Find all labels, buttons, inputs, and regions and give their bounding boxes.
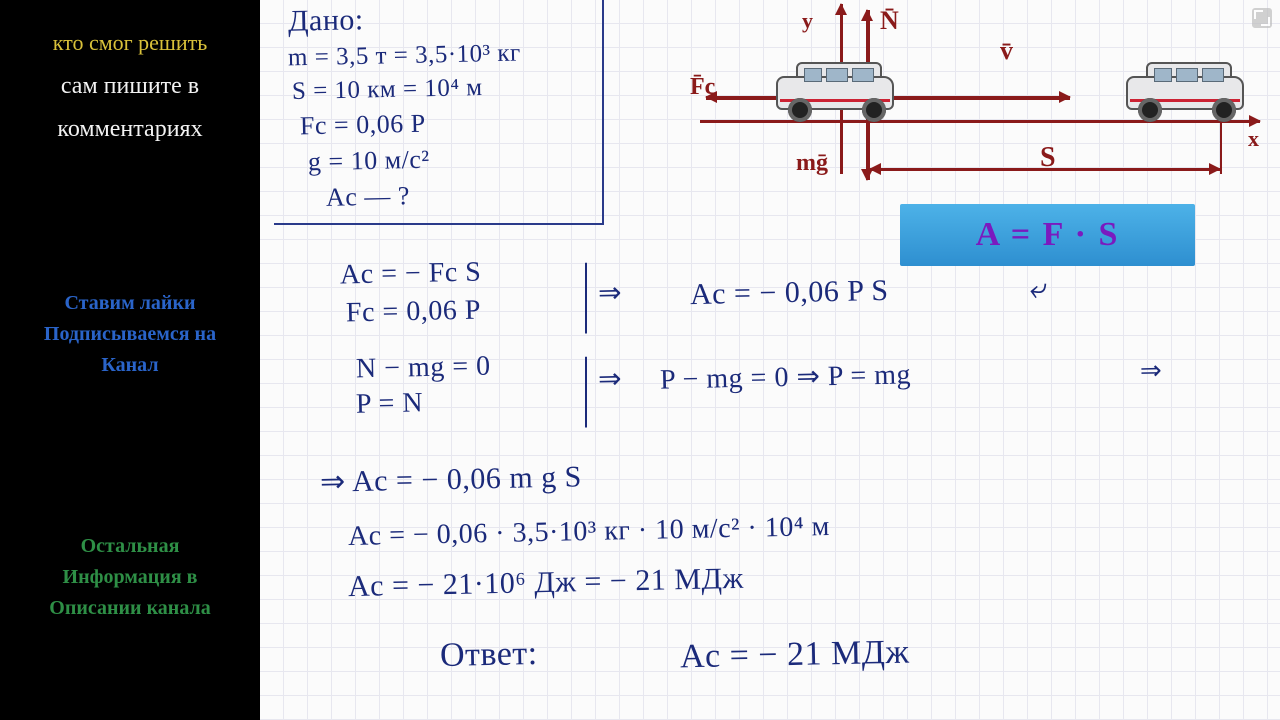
label-s: S: [1040, 142, 1056, 174]
sidebar-line: Подписываемся на: [12, 319, 248, 350]
sidebar-line: сам пишите в: [12, 68, 248, 105]
tail-arrow-icon: ⇒: [1140, 356, 1163, 386]
formula-box: A = F · S: [900, 204, 1195, 266]
label-mg: mḡ: [796, 150, 828, 177]
sidebar-line: Канал: [12, 350, 248, 381]
sidebar-line: кто смог решить: [12, 26, 248, 60]
implication-arrow-1: ⇒: [598, 276, 623, 310]
work-d3: Aс = − 21·10⁶ Дж = − 21 МДж: [348, 562, 744, 604]
paper-area: Дано: m = 3,5 т = 3,5·10³ кг S = 10 км =…: [260, 0, 1280, 720]
sidebar-block-solve: кто смог решить сам пишите в комментария…: [12, 26, 248, 148]
dimension-tick: [1220, 122, 1222, 174]
work-l3: N − mg = 0: [356, 351, 491, 386]
curve-arrow-icon: ⤶: [1028, 271, 1049, 307]
label-y: y: [802, 8, 813, 34]
formula-text: A = F · S: [976, 216, 1120, 254]
label-n: N̄: [880, 6, 899, 36]
work-l2: Fс = 0,06 P: [346, 295, 482, 330]
sidebar: кто смог решить сам пишите в комментария…: [0, 0, 260, 720]
label-x: x: [1248, 126, 1259, 152]
sidebar-line: комментариях: [12, 111, 248, 148]
label-v: v̄: [1000, 36, 1013, 66]
root: кто смог решить сам пишите в комментария…: [0, 0, 1280, 720]
work-r1: Aс = − 0,06 P S: [690, 274, 889, 312]
work-l1: Aс = − Fс S: [340, 257, 482, 292]
work-l4: P = N: [356, 387, 424, 420]
implication-arrow-2: ⇒: [598, 362, 623, 396]
implication-bar-1b: |: [582, 288, 591, 335]
given-line-m: m = 3,5 т = 3,5·10³ кг: [288, 40, 521, 73]
dimension-s-l: [870, 168, 890, 171]
work-r2: P − mg = 0 ⇒ P = mg: [660, 357, 912, 396]
car-left: [770, 60, 900, 122]
vector-v: [870, 96, 1070, 100]
label-fc: F̄с: [690, 74, 715, 101]
sidebar-line: Остальная: [12, 531, 248, 562]
implication-bar-2b: |: [582, 382, 591, 429]
given-line-ac: Aс — ?: [326, 181, 410, 213]
force-diagram: y N̄ v̄ F̄с x mḡ S: [700, 0, 1270, 210]
sidebar-block-info: Остальная Информация в Описании канала: [12, 531, 248, 624]
answer-value: Aс = − 21 МДж: [680, 634, 910, 677]
car-right: [1120, 60, 1250, 122]
work-d1: ⇒ Aс = − 0,06 m g S: [320, 459, 583, 499]
sidebar-line: Ставим лайки: [12, 288, 248, 319]
sidebar-line: Информация в: [12, 562, 248, 593]
given-line-fc: Fс = 0,06 P: [300, 109, 426, 142]
sidebar-block-subscribe: Ставим лайки Подписываемся на Канал: [12, 288, 248, 381]
answer-label: Ответ:: [440, 635, 538, 675]
sidebar-line: Описании канала: [12, 593, 248, 624]
work-d2: Aс = − 0,06 · 3,5·10³ кг · 10 м/с² · 10⁴…: [348, 511, 830, 553]
given-line-g: g = 10 м/с²: [308, 145, 430, 178]
given-title: Дано:: [288, 3, 364, 39]
given-line-s: S = 10 км = 10⁴ м: [292, 74, 483, 106]
